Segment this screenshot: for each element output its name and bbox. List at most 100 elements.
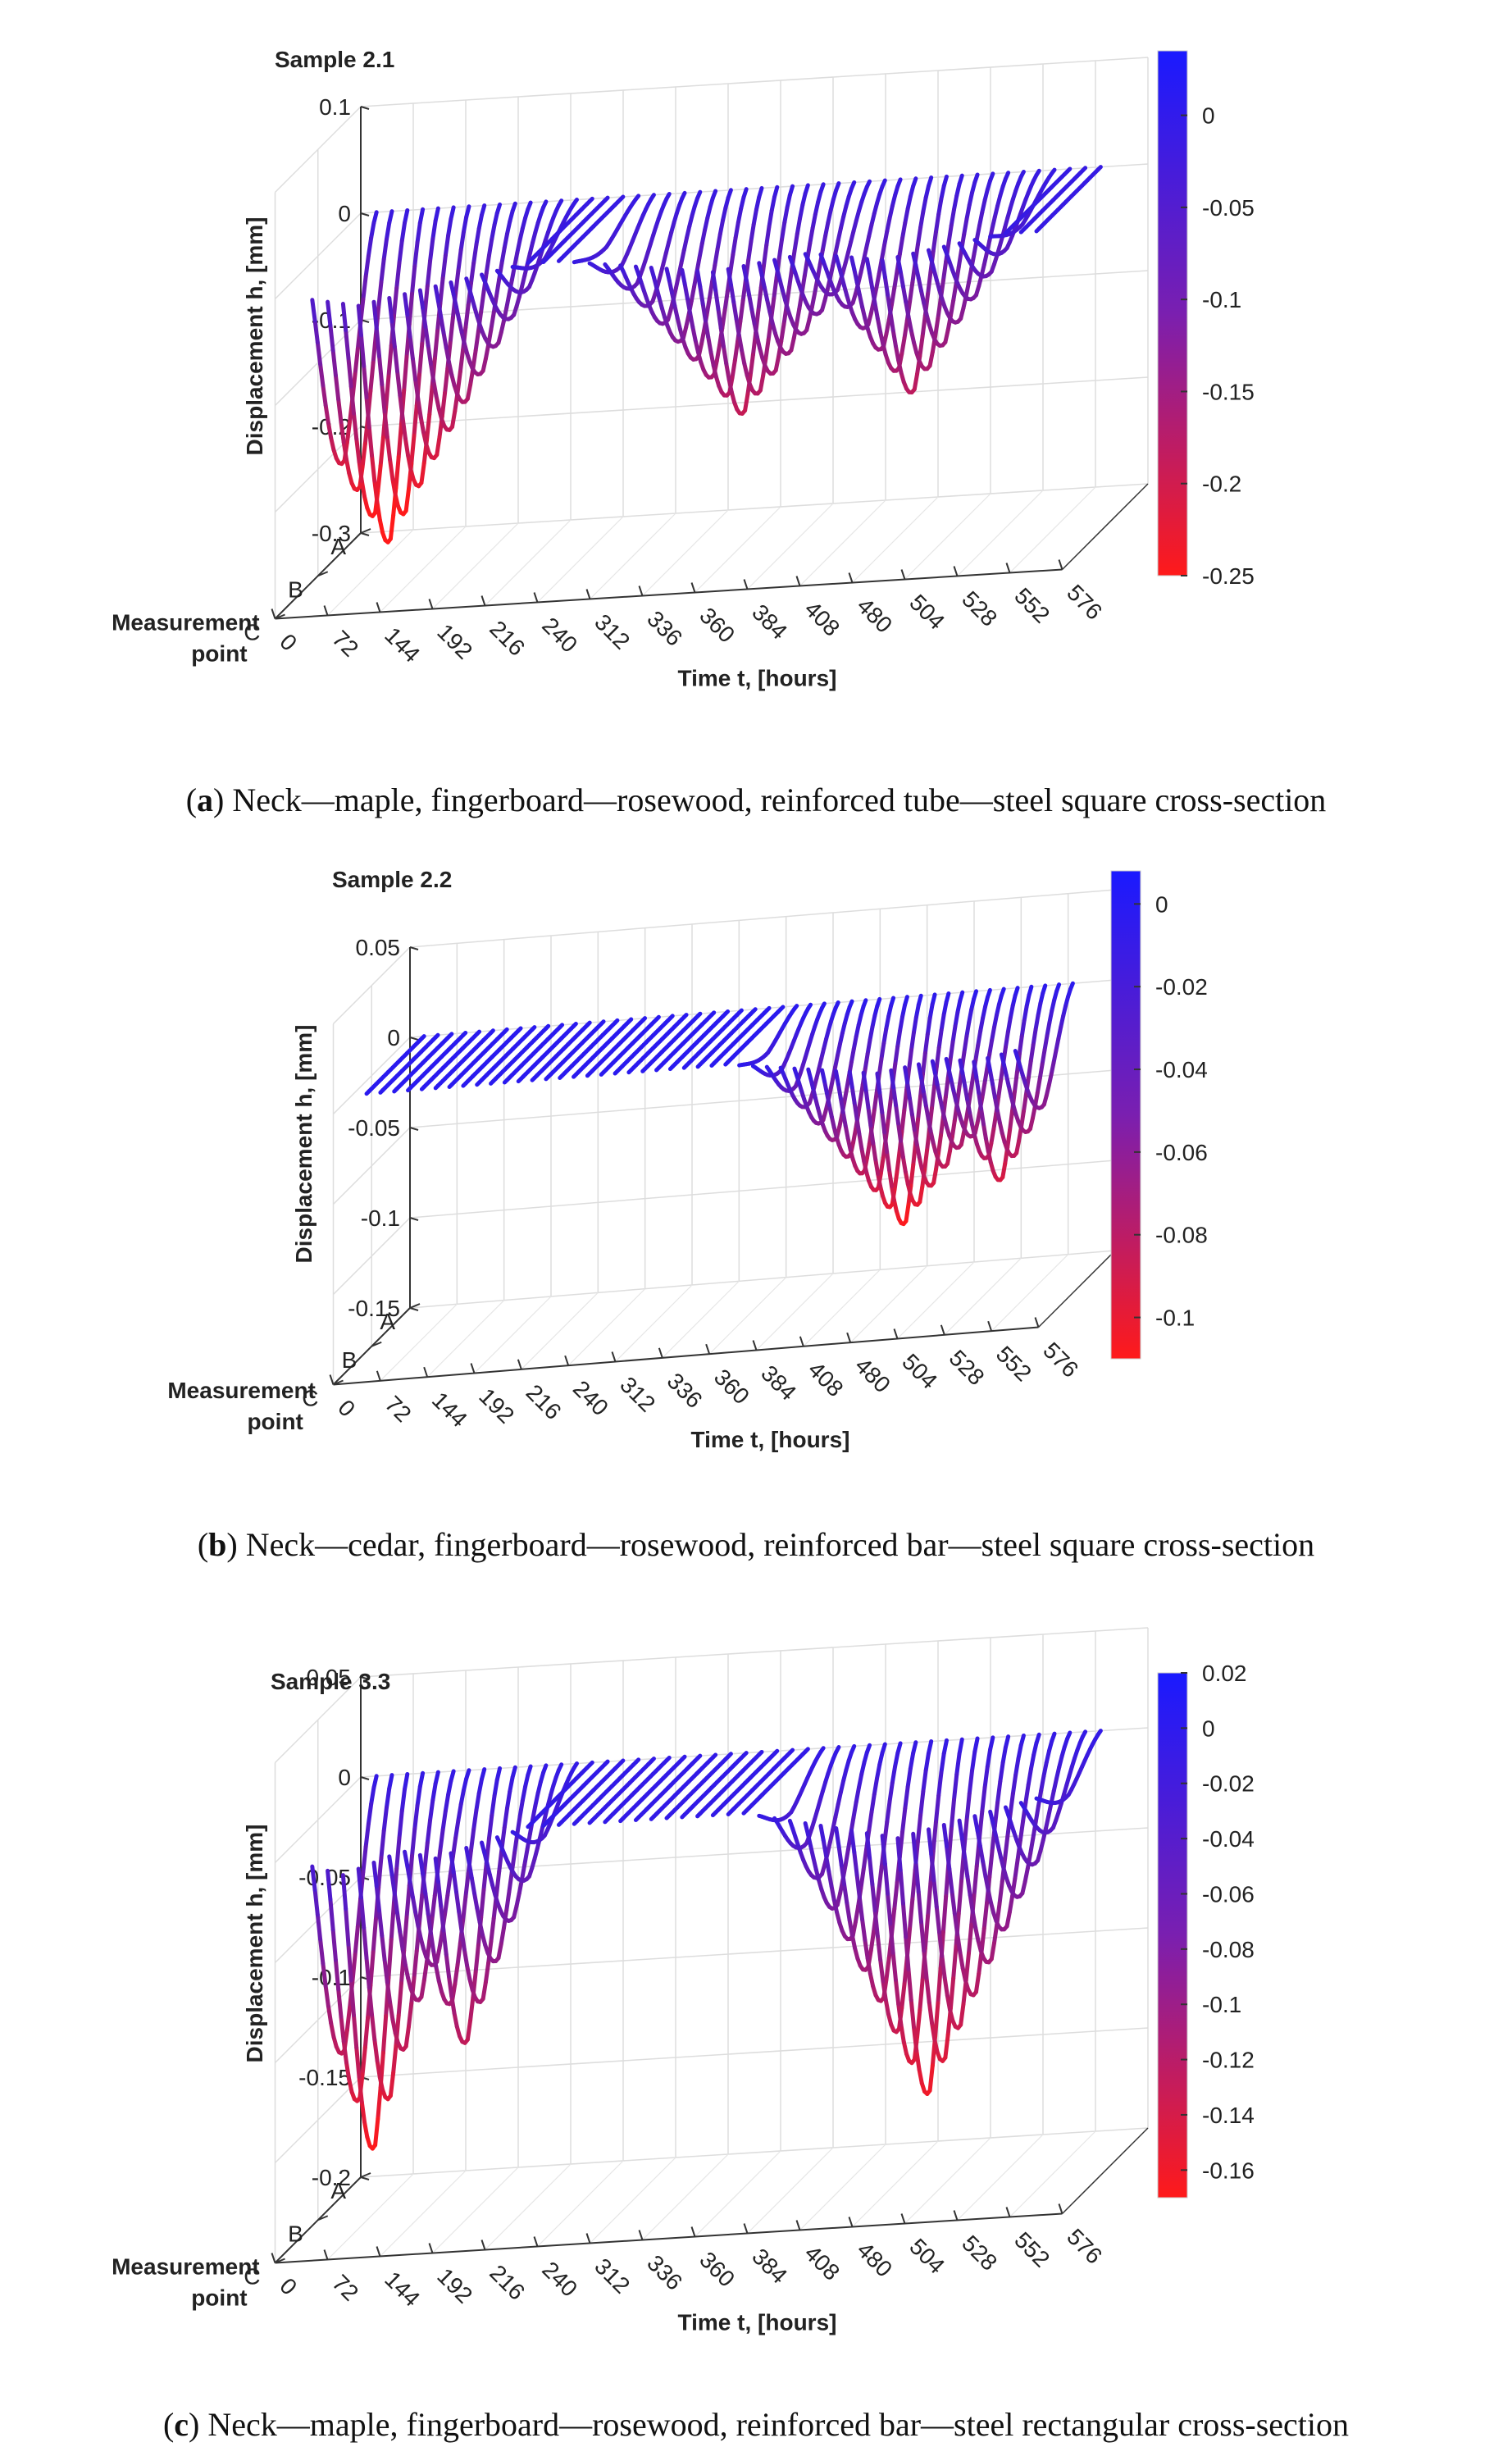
- chart-b-curve-segment: [967, 1007, 974, 1024]
- chart-c-curve-segment: [851, 1800, 858, 1820]
- chart-a-curve-segment: [685, 296, 693, 316]
- chart-a-curve-segment: [421, 305, 428, 329]
- chart-c-curve-segment: [533, 1791, 540, 1808]
- chart-a-curve-segment: [363, 253, 371, 279]
- chart-a-curve-segment: [368, 360, 376, 394]
- chart-b-curve-segment: [885, 1150, 892, 1173]
- chart-a-curve-segment: [1018, 227, 1026, 235]
- chart-c-curve-segment: [413, 1910, 421, 1929]
- chart-c-x-tick: [376, 2246, 381, 2257]
- chart-c-curve-segment: [449, 1994, 457, 2016]
- chart-b-curve-segment: [936, 1133, 943, 1155]
- chart-a-colorbar-gradient: [1157, 50, 1188, 576]
- chart-b-curve-segment: [892, 1169, 899, 1192]
- chart-c-x-tick-label: 408: [799, 2240, 845, 2285]
- chart-a-curve-segment: [852, 267, 859, 285]
- caption-a-letter: a: [197, 781, 214, 818]
- chart-c-curve-segment: [374, 1884, 382, 1913]
- chart-b-curve-segment: [1008, 1109, 1015, 1132]
- chart-b-curve-segment: [992, 1095, 1000, 1113]
- chart-a-curve-segment: [440, 253, 448, 281]
- chart-c-curve-segment: [362, 1925, 369, 1961]
- chart-c-curve-segment: [926, 1827, 934, 1857]
- chart-b-x-tick-label: 552: [991, 1341, 1036, 1386]
- chart-c-curve-segment: [923, 1751, 931, 1773]
- chart-c-x-tick-label: 336: [642, 2250, 687, 2295]
- chart-c-curve-segment: [1028, 1835, 1036, 1856]
- chart-c-curve-segment: [520, 1862, 527, 1882]
- chart-b-x-tick: [752, 1340, 758, 1351]
- chart-b-y-label: Measurement: [167, 1378, 316, 1403]
- chart-c-floor-grid: [327, 2173, 414, 2260]
- chart-b-colorbar-tick-label: -0.06: [1155, 1140, 1208, 1165]
- chart-a-curve-segment: [939, 184, 946, 201]
- chart-c-curve-segment: [474, 1791, 481, 1812]
- chart-c-curve-segment: [1043, 1814, 1051, 1831]
- chart-c-curve-segment: [1013, 1857, 1020, 1881]
- chart-a-curve-segment: [480, 272, 487, 283]
- chart-c-curve-segment: [1051, 1776, 1059, 1793]
- chart-c-curve-segment: [357, 2075, 364, 2104]
- chart-c-curve-segment: [359, 2099, 367, 2125]
- chart-a-plot: 0.10-0.1-0.2-0.3ABC072144192216240312336…: [112, 47, 1255, 691]
- chart-b-colorbar-tick-label: -0.08: [1155, 1223, 1208, 1248]
- chart-b-gridline-z: [409, 889, 1116, 948]
- chart-c-curve-segment: [455, 1941, 462, 1967]
- chart-b-curve-segment: [904, 1202, 911, 1223]
- chart-b-y-tick-label: B: [342, 1347, 358, 1373]
- chart-c-curve-segment: [981, 1859, 988, 1879]
- chart-c-curve-segment: [443, 1792, 451, 1814]
- chart-b-x-tick: [705, 1343, 711, 1355]
- chart-c-floor-grid: [957, 2134, 1044, 2221]
- chart-c-curve-segment: [977, 1843, 986, 1864]
- chart-a-curve-segment: [451, 292, 458, 309]
- chart-a-curve-segment: [920, 313, 927, 339]
- chart-b-curve-segment: [859, 1146, 867, 1164]
- chart-c-curve-segment: [973, 1971, 981, 1994]
- chart-a-curve-segment: [699, 228, 708, 246]
- chart-a-curve-segment: [746, 239, 754, 262]
- chart-c-floor-grid: [537, 2160, 624, 2247]
- chart-c-curve-segment: [430, 1781, 438, 1802]
- chart-c-curve-segment: [959, 2002, 966, 2027]
- chart-c-colorbar-tick-label: 0.02: [1202, 1661, 1247, 1686]
- chart-b-curve-segment: [972, 1059, 979, 1079]
- chart-a-curve-segment: [772, 276, 779, 301]
- chart-c-curve-segment: [966, 1922, 974, 1956]
- chart-c-curve-segment: [872, 1908, 880, 1939]
- chart-b-x-tick: [470, 1363, 476, 1374]
- chart-c-curve-segment: [435, 1946, 442, 1964]
- chart-a-curve-segment: [453, 304, 462, 322]
- chart-a-curve-segment: [787, 267, 795, 290]
- chart-a-curve-segment: [587, 261, 594, 267]
- chart-c-curve-segment: [854, 1785, 861, 1805]
- chart-a-curve-segment: [897, 235, 905, 257]
- chart-a-curve-segment: [933, 316, 940, 339]
- chart-b-curve-segment: [876, 1171, 883, 1189]
- chart-a-curve-segment: [1034, 226, 1041, 234]
- chart-c-curve-segment: [476, 1777, 484, 1796]
- chart-c-curve-segment: [468, 1995, 476, 2023]
- chart-c-curve-segment: [985, 1747, 993, 1769]
- chart-b-curve-segment: [907, 1047, 914, 1072]
- chart-c-curve-segment: [416, 1924, 423, 1941]
- chart-c-y-tick: [360, 2172, 371, 2178]
- chart-c-curve-segment: [803, 1820, 810, 1837]
- chart-a-curve-segment: [880, 258, 887, 280]
- chart-c-curve-segment: [494, 1869, 502, 1898]
- chart-c-curve-segment: [918, 1920, 927, 1953]
- chart-b-x-tick: [329, 1374, 335, 1385]
- chart-c-curve-segment: [426, 1911, 433, 1935]
- chart-c-curve-segment: [472, 1891, 480, 1911]
- chart-c-curve-segment: [462, 1947, 470, 1968]
- chart-c-x-tick: [428, 2243, 434, 2253]
- chart-a-curve-segment: [704, 296, 712, 317]
- chart-b-curve-segment: [927, 1002, 935, 1020]
- chart-c-curve-segment: [449, 1851, 456, 1875]
- chart-c-curve-segment: [927, 2063, 935, 2093]
- chart-b-curve-segment: [1017, 1034, 1024, 1056]
- chart-a-x-tick-label: 192: [432, 619, 477, 664]
- chart-a-curve-segment: [403, 436, 411, 458]
- chart-c-curve-segment: [960, 1966, 968, 1983]
- chart-c-curve-segment: [915, 2007, 922, 2039]
